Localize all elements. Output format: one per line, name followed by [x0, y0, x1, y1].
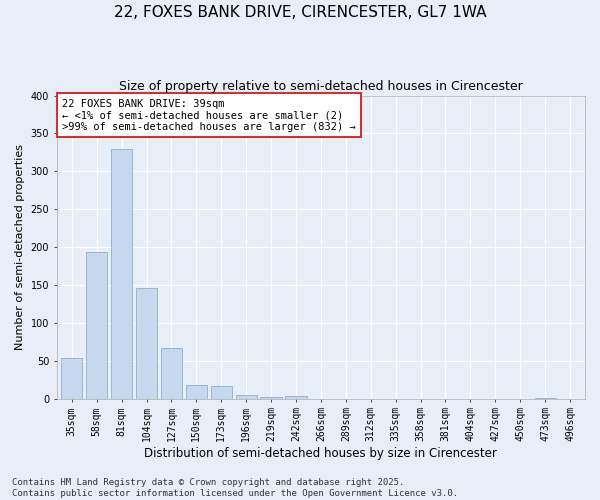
Title: Size of property relative to semi-detached houses in Cirencester: Size of property relative to semi-detach… [119, 80, 523, 93]
Y-axis label: Number of semi-detached properties: Number of semi-detached properties [15, 144, 25, 350]
Bar [86, 252, 107, 398]
Bar [61, 358, 82, 399]
Bar [161, 348, 182, 399]
Bar [186, 385, 207, 398]
Bar [136, 288, 157, 399]
Bar [211, 386, 232, 398]
Text: 22, FOXES BANK DRIVE, CIRENCESTER, GL7 1WA: 22, FOXES BANK DRIVE, CIRENCESTER, GL7 1… [114, 5, 486, 20]
Bar [236, 395, 257, 398]
Text: 22 FOXES BANK DRIVE: 39sqm
← <1% of semi-detached houses are smaller (2)
>99% of: 22 FOXES BANK DRIVE: 39sqm ← <1% of semi… [62, 98, 356, 132]
X-axis label: Distribution of semi-detached houses by size in Cirencester: Distribution of semi-detached houses by … [145, 447, 497, 460]
Bar [260, 397, 281, 398]
Text: Contains HM Land Registry data © Crown copyright and database right 2025.
Contai: Contains HM Land Registry data © Crown c… [12, 478, 458, 498]
Bar [111, 150, 132, 398]
Bar [286, 396, 307, 398]
